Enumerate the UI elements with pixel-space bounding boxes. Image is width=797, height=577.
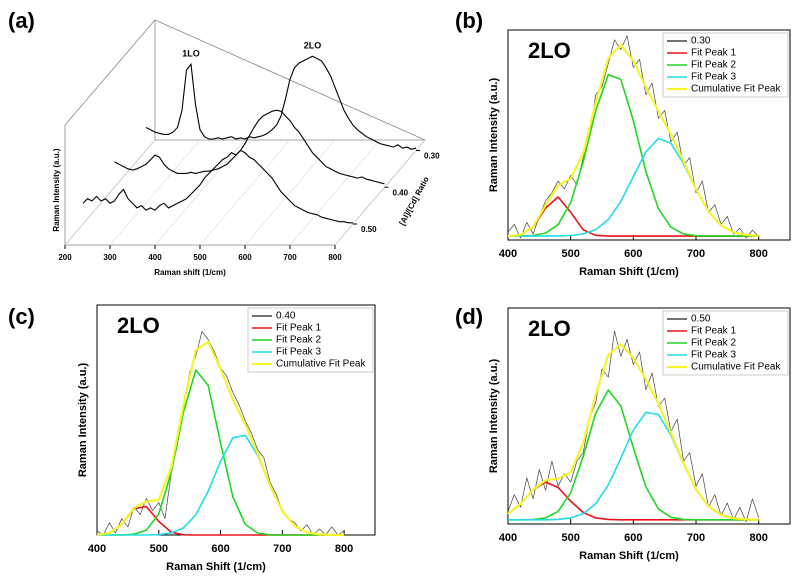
x-tick-label: 500 (150, 543, 168, 555)
spectrum (114, 109, 385, 185)
x-tick-label: 500 (561, 248, 579, 260)
depth-tick-label: 0.50 (361, 225, 377, 234)
x-tick-label: 500 (561, 532, 579, 544)
fit-curve (507, 343, 759, 521)
panel-label: (a) (8, 8, 35, 33)
x-tick-label: 700 (687, 532, 705, 544)
floor-grid (334, 139, 426, 246)
x-axis-label: Raman Shift (1/cm) (579, 550, 679, 562)
legend-label: Fit Peak 2 (276, 335, 321, 346)
plot-frame (507, 307, 791, 525)
x-tick-label: 400 (148, 253, 162, 262)
fit-curve (97, 369, 345, 536)
fit-curve (508, 411, 759, 521)
legend-label: 0.30 (691, 36, 711, 47)
legend-label: Fit Peak 1 (276, 323, 321, 334)
x-axis-label: Raman Shift (1/cm) (166, 561, 266, 573)
fit-curve (508, 73, 759, 237)
fit-curve (97, 434, 345, 536)
panel-title: 2LO (117, 313, 160, 338)
floor-grid (154, 139, 246, 246)
x-tick-label: 800 (328, 253, 342, 262)
x-tick-label: 700 (273, 543, 291, 555)
x-tick-label: 400 (499, 248, 517, 260)
legend-label: Fit Peak 2 (691, 338, 736, 349)
fit-curve (507, 196, 759, 237)
floor-grid (64, 139, 156, 246)
panel-label: (d) (455, 304, 483, 329)
x-tick-label: 300 (103, 253, 117, 262)
legend-label: Fit Peak 3 (691, 350, 736, 361)
x-tick-label: 400 (88, 543, 106, 555)
fit-curve (508, 389, 759, 521)
panel-title: 2LO (528, 38, 571, 63)
y-axis-label: Raman Intensity (a.u.) (77, 363, 89, 478)
x-tick-label: 600 (238, 253, 252, 262)
legend-label: 0.40 (276, 311, 296, 322)
floor-grid (244, 139, 336, 246)
legend-label: Fit Peak 2 (691, 60, 736, 71)
y-axis-label: Raman Intensity (a.u.) (488, 78, 500, 193)
floor-grid (109, 139, 201, 246)
x-tick-label: 700 (283, 253, 297, 262)
x-tick-label: 600 (624, 532, 642, 544)
x-tick-label: 400 (499, 532, 517, 544)
legend-label: Cumulative Fit Peak (276, 359, 366, 370)
x-tick-label: 700 (687, 248, 705, 260)
legend-label: Cumulative Fit Peak (691, 84, 781, 95)
annotation: 2LO (304, 41, 322, 51)
x-tick-label: 800 (749, 532, 767, 544)
raw-spectrum (507, 35, 759, 239)
legend-label: 0.50 (691, 314, 711, 325)
legend-label: Fit Peak 1 (691, 326, 736, 337)
panel-label: (c) (8, 304, 35, 329)
floor-grid (289, 139, 381, 246)
floor-grid (199, 139, 291, 246)
x-axis-label: Raman shift (1/cm) (154, 268, 226, 277)
raw-spectrum (507, 330, 760, 523)
panel-title: 2LO (528, 316, 571, 341)
spectrum (145, 55, 417, 150)
y-axis-label: Raman Intensity (a.u.) (52, 148, 61, 231)
panel-label: (b) (455, 8, 483, 33)
depth-tick-label: 0.40 (393, 188, 409, 197)
plot-frame (507, 29, 791, 241)
fit-curve (507, 43, 759, 238)
spectrum (82, 149, 353, 224)
annotation: 1LO (182, 49, 200, 59)
legend-label: Fit Peak 3 (276, 347, 321, 358)
legend-label: Fit Peak 1 (691, 48, 736, 59)
z-axis-label: [Al]/[Cd] Ratio (398, 175, 431, 227)
x-tick-label: 600 (211, 543, 229, 555)
x-tick-label: 800 (749, 248, 767, 260)
legend-label: Cumulative Fit Peak (691, 362, 781, 373)
fit-curve (96, 340, 345, 537)
x-axis-label: Raman Shift (1/cm) (579, 266, 679, 278)
y-axis-label: Raman Intensity (a.u.) (488, 359, 500, 474)
x-tick-label: 200 (58, 253, 72, 262)
fit-curve (508, 137, 759, 237)
x-tick-label: 500 (193, 253, 207, 262)
legend-label: Fit Peak 3 (691, 72, 736, 83)
box-edge (64, 19, 156, 126)
depth-tick-label: 0.30 (424, 152, 440, 161)
x-tick-label: 600 (624, 248, 642, 260)
x-tick-label: 800 (335, 543, 353, 555)
